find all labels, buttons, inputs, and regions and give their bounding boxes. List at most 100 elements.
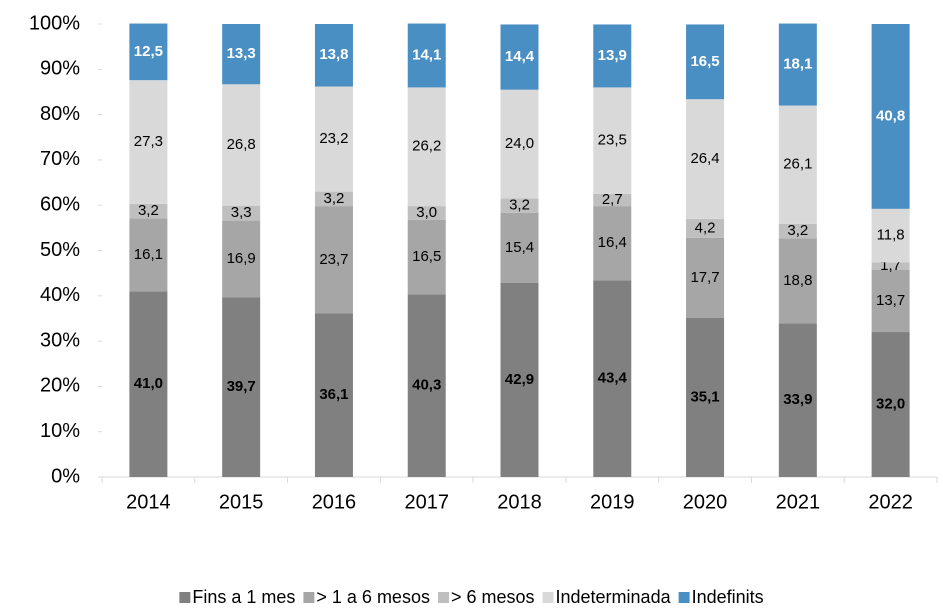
x-tick-label: 2021 [776,491,821,513]
legend-label: Fins a 1 mes [192,587,295,607]
bar-segment [129,291,168,477]
data-label: 15,4 [505,239,534,256]
legend-label: > 1 a 6 mesos [316,587,430,607]
data-label: 3,0 [416,204,437,221]
bar-segment [778,105,817,224]
bar-segment [686,317,725,477]
data-label: 40,8 [876,107,905,124]
bar-segment [593,206,632,281]
bar-segment [778,323,817,477]
data-label: 27,3 [134,133,163,150]
bar-segment [593,193,632,207]
data-label: 41,0 [134,375,163,392]
legend-label: Indeterminada [556,587,672,607]
data-label: 26,4 [690,150,719,167]
legend-marker [678,592,690,603]
bar-segment [871,208,910,263]
bar-segment [407,87,446,207]
legend-marker [437,592,449,603]
data-label: 13,8 [319,46,348,63]
bar-segment [500,24,539,90]
bar-segment [222,84,261,206]
data-label: 11,8 [877,227,905,244]
legend-label: Indefinits [692,587,764,607]
data-label: 35,1 [690,388,719,405]
data-label: 16,1 [134,246,163,263]
data-label: 26,8 [227,136,256,153]
legend-marker [542,592,554,603]
bar-segment [314,86,353,192]
bar-segment [871,24,910,209]
bar-segment [686,218,725,238]
data-label: 3,2 [138,202,159,219]
bar-segment [500,89,539,199]
x-tick-label: 2022 [868,491,913,513]
bar-segment [407,294,446,477]
data-label: 42,9 [505,371,534,388]
bar-segment [686,24,725,100]
data-label: 13,3 [227,45,256,62]
bar-segment [129,218,168,292]
bar-segment [593,280,632,477]
y-tick-label: 10% [40,420,80,442]
x-tick-label: 2017 [404,491,449,513]
data-label: 43,4 [598,370,628,387]
y-tick-label: 100% [29,12,80,34]
x-tick-label: 2016 [312,491,357,513]
bar-segment [222,297,261,477]
data-label: 16,4 [598,234,627,251]
data-label: 26,1 [783,156,812,173]
bar-segment [686,99,725,219]
bar-segment [222,205,261,221]
data-label: 14,1 [412,46,441,63]
y-tick-label: 70% [40,148,80,170]
bar-segment [129,80,168,204]
x-tick-label: 2015 [219,491,264,513]
legend-marker [179,592,191,603]
data-label: 14,4 [505,48,535,65]
data-label: 17,7 [690,269,719,286]
bar-segment [129,23,168,81]
data-label: 16,5 [412,248,441,265]
bar-segment [500,212,539,283]
bar-segment [314,24,353,87]
bar-segment [593,87,632,194]
data-label: 23,7 [319,251,348,268]
data-label: 36,1 [319,386,348,403]
data-label: 18,1 [783,56,812,73]
bar-segment [871,332,910,477]
bar-segment [314,206,353,314]
legend-marker [303,592,315,603]
y-tick-label: 60% [40,193,80,215]
bar-segment [129,203,168,219]
data-label: 12,5 [134,43,163,60]
bar-segment [593,24,632,88]
y-tick-label: 80% [40,103,80,125]
data-label: 16,9 [227,250,256,267]
bar-segment [778,23,817,106]
data-label: 24,0 [505,135,534,152]
data-label: 18,8 [783,272,812,289]
bar-segment [686,237,725,318]
data-label: 23,5 [598,132,627,149]
data-label: 32,0 [876,395,905,412]
bar-segment [500,198,539,213]
y-tick-label: 0% [51,465,80,487]
bar-segment [407,206,446,220]
data-label: 13,9 [598,47,627,64]
bar-segment [871,269,910,333]
y-tick-label: 50% [40,239,80,261]
data-label: 26,2 [412,138,441,155]
data-label: 4,2 [695,219,716,236]
data-label: 3,2 [787,222,808,239]
legend-label: > 6 mesos [451,587,535,607]
data-label: 3,3 [231,204,252,221]
data-label: 16,5 [690,53,719,70]
bar-segment [314,313,353,477]
bar-segment [407,23,446,88]
bar-segment [778,238,817,324]
data-label: 40,3 [412,377,441,394]
bar-segment [407,219,446,295]
bar-segment [778,223,817,239]
